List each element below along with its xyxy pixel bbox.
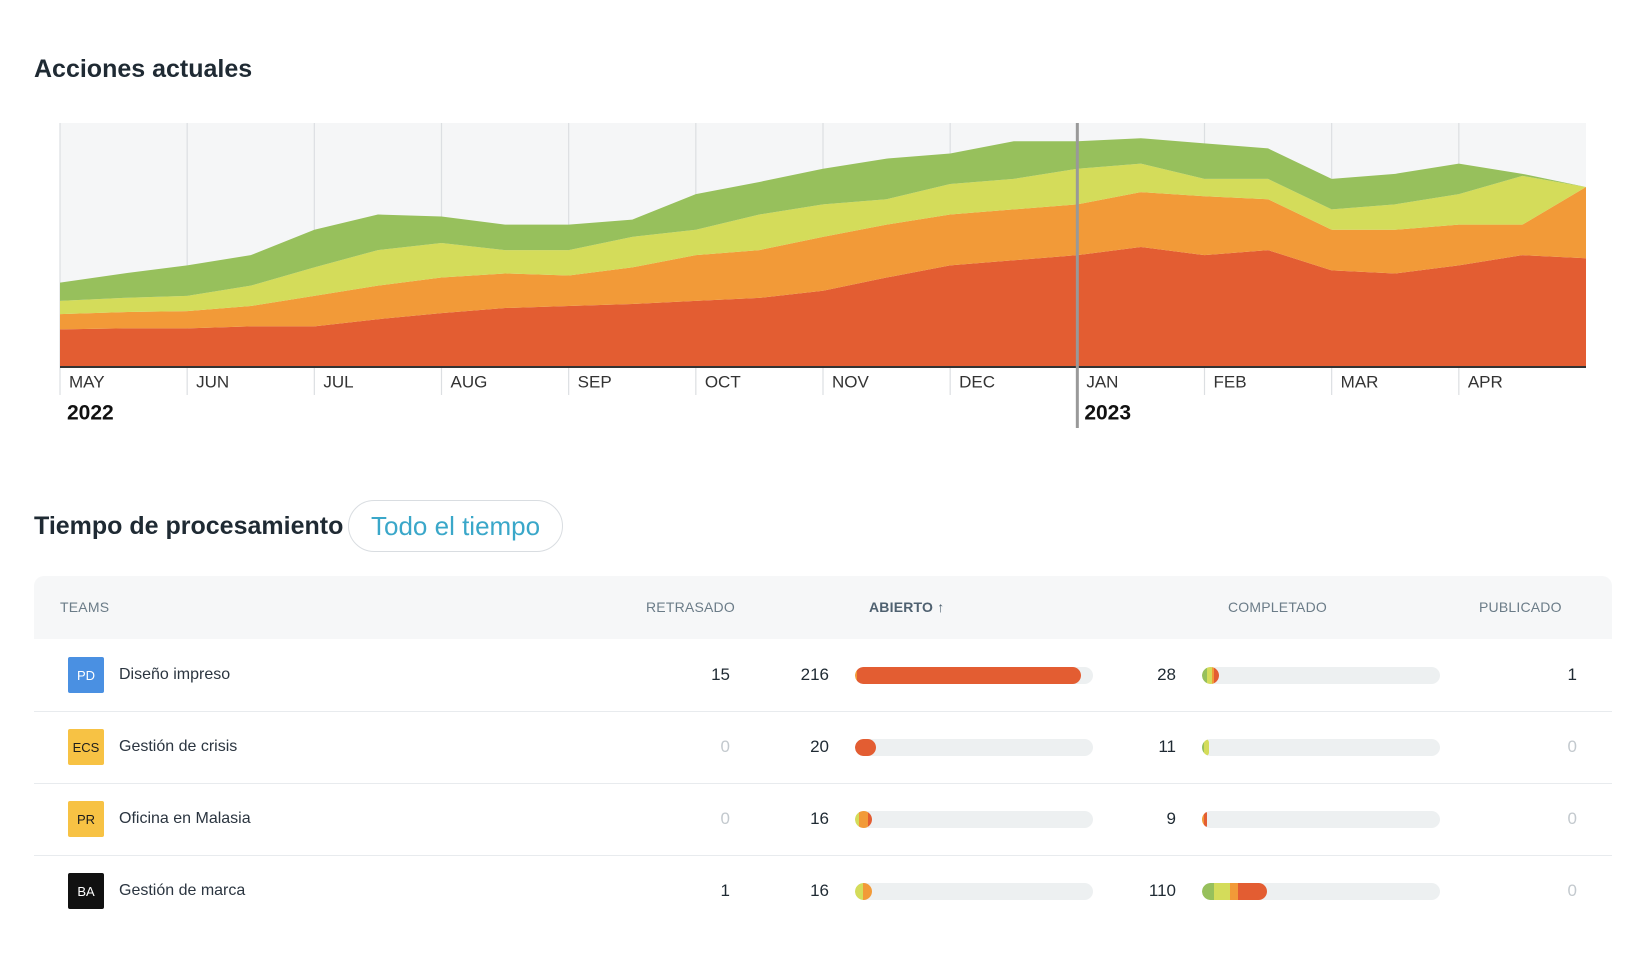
bar bbox=[1202, 811, 1208, 828]
bar-segment bbox=[1204, 811, 1208, 828]
column-header: PUBLICADO bbox=[1479, 599, 1562, 615]
x-tick-label: OCT bbox=[705, 372, 741, 391]
team-name: Oficina en Malasia bbox=[119, 810, 251, 827]
x-tick-label: MAY bbox=[69, 372, 105, 391]
table-header: TEAMS RETRASADO ABIERTO ↑ COMPLETADO PUB… bbox=[34, 576, 1612, 639]
area-series bbox=[60, 247, 1586, 367]
team-name: Diseño impreso bbox=[119, 666, 231, 683]
x-tick-label: FEB bbox=[1214, 372, 1247, 391]
bar-track bbox=[855, 667, 1093, 684]
bar bbox=[855, 739, 876, 756]
abierto-count: 16 bbox=[810, 809, 829, 828]
column-header: RETRASADO bbox=[646, 599, 735, 615]
bar-segment bbox=[859, 811, 868, 828]
team-badge: PR bbox=[68, 801, 104, 837]
bar-segment bbox=[855, 883, 864, 900]
x-tick-label: DEC bbox=[959, 372, 995, 391]
bar-segment bbox=[867, 811, 872, 828]
x-tick-label: JAN bbox=[1086, 372, 1118, 391]
bar bbox=[1202, 667, 1219, 684]
time-filter-button[interactable]: Todo el tiempo bbox=[348, 500, 564, 552]
column-header[interactable]: ABIERTO ↑ bbox=[869, 599, 945, 615]
team-badge: PD bbox=[68, 657, 104, 693]
bar-segment bbox=[1202, 883, 1214, 900]
bar-track bbox=[1202, 883, 1440, 900]
bar-segment bbox=[863, 883, 872, 900]
completado-count: 11 bbox=[1158, 737, 1176, 756]
publicado-count: 1 bbox=[1567, 665, 1577, 684]
chart: MAY JUN JUL AUG SEP OCT NOV DEC JAN FEB MAR APR 2022… bbox=[59, 123, 1586, 428]
table-row[interactable]: PR Oficina en Malasia 0 16 9 0 bbox=[34, 783, 1612, 856]
abierto-count: 20 bbox=[810, 737, 829, 756]
bar-segment bbox=[1229, 883, 1239, 900]
x-tick-label: SEP bbox=[578, 372, 612, 391]
x-tick-label: AUG bbox=[451, 372, 488, 391]
completado-count: 28 bbox=[1157, 665, 1176, 684]
year-label: 2023 bbox=[1084, 402, 1131, 425]
bar-segment bbox=[1207, 667, 1212, 684]
bar-segment bbox=[1202, 811, 1205, 828]
x-tick-label: APR bbox=[1468, 372, 1503, 391]
area-series bbox=[60, 163, 1586, 315]
bar bbox=[855, 811, 872, 828]
x-tick-label: NOV bbox=[832, 372, 870, 391]
area-series bbox=[60, 187, 1586, 330]
year-label: 2022 bbox=[67, 402, 114, 425]
table-row[interactable]: ECS Gestión de crisis 0 20 11 0 bbox=[34, 711, 1612, 784]
bar-segment bbox=[857, 667, 1082, 684]
column-header: TEAMS bbox=[60, 599, 110, 615]
bar-segment bbox=[1238, 883, 1268, 900]
completado-count: 110 bbox=[1148, 881, 1176, 900]
table-row[interactable]: BA Gestión de marca 1 16 110 0 bbox=[34, 855, 1612, 927]
bar-segment bbox=[1213, 667, 1219, 684]
bar-track bbox=[1202, 667, 1440, 684]
area-series bbox=[60, 138, 1586, 301]
bar-track bbox=[855, 811, 1093, 828]
retrasado-count: 15 bbox=[711, 665, 730, 684]
publicado-count: 0 bbox=[1567, 809, 1577, 828]
bar bbox=[1202, 883, 1268, 900]
bar-segment bbox=[1202, 739, 1204, 756]
teams-table: TEAMS RETRASADO ABIERTO ↑ COMPLETADO PUB… bbox=[34, 576, 1612, 936]
bar-segment bbox=[855, 739, 876, 756]
retrasado-count: 1 bbox=[720, 881, 730, 900]
bar bbox=[855, 667, 1082, 684]
team-name: Gestión de crisis bbox=[119, 738, 238, 755]
publicado-count: 0 bbox=[1567, 737, 1577, 756]
bar-segment bbox=[855, 667, 858, 684]
publicado-count: 0 bbox=[1567, 881, 1577, 900]
x-tick-label: JUL bbox=[323, 372, 353, 391]
bar-segment bbox=[1211, 667, 1214, 684]
bar-segment bbox=[1213, 883, 1230, 900]
x-tick-label: JUN bbox=[196, 372, 229, 391]
bar-track bbox=[855, 883, 1093, 900]
bar-track bbox=[855, 739, 1093, 756]
retrasado-count: 0 bbox=[720, 809, 730, 828]
retrasado-count: 0 bbox=[720, 737, 730, 756]
x-tick-label: MAR bbox=[1341, 372, 1379, 391]
chart-title: Acciones actuales bbox=[34, 55, 253, 83]
bar bbox=[855, 883, 872, 900]
abierto-count: 16 bbox=[810, 881, 829, 900]
bar-track bbox=[1202, 739, 1440, 756]
bar-segment bbox=[855, 811, 860, 828]
bar-segment bbox=[1203, 739, 1209, 756]
section-title: Tiempo de procesamiento bbox=[34, 512, 344, 540]
team-badge: ECS bbox=[68, 729, 104, 765]
bar-track bbox=[1202, 811, 1440, 828]
completado-count: 9 bbox=[1166, 809, 1176, 828]
bar-segment bbox=[1202, 667, 1208, 684]
team-name: Gestión de marca bbox=[119, 882, 246, 899]
table-row[interactable]: PD Diseño impreso 15 216 28 1 bbox=[34, 639, 1612, 712]
bar bbox=[1202, 739, 1209, 756]
abierto-count: 216 bbox=[800, 665, 829, 684]
column-header: COMPLETADO bbox=[1228, 599, 1327, 615]
team-badge: BA bbox=[68, 873, 104, 909]
